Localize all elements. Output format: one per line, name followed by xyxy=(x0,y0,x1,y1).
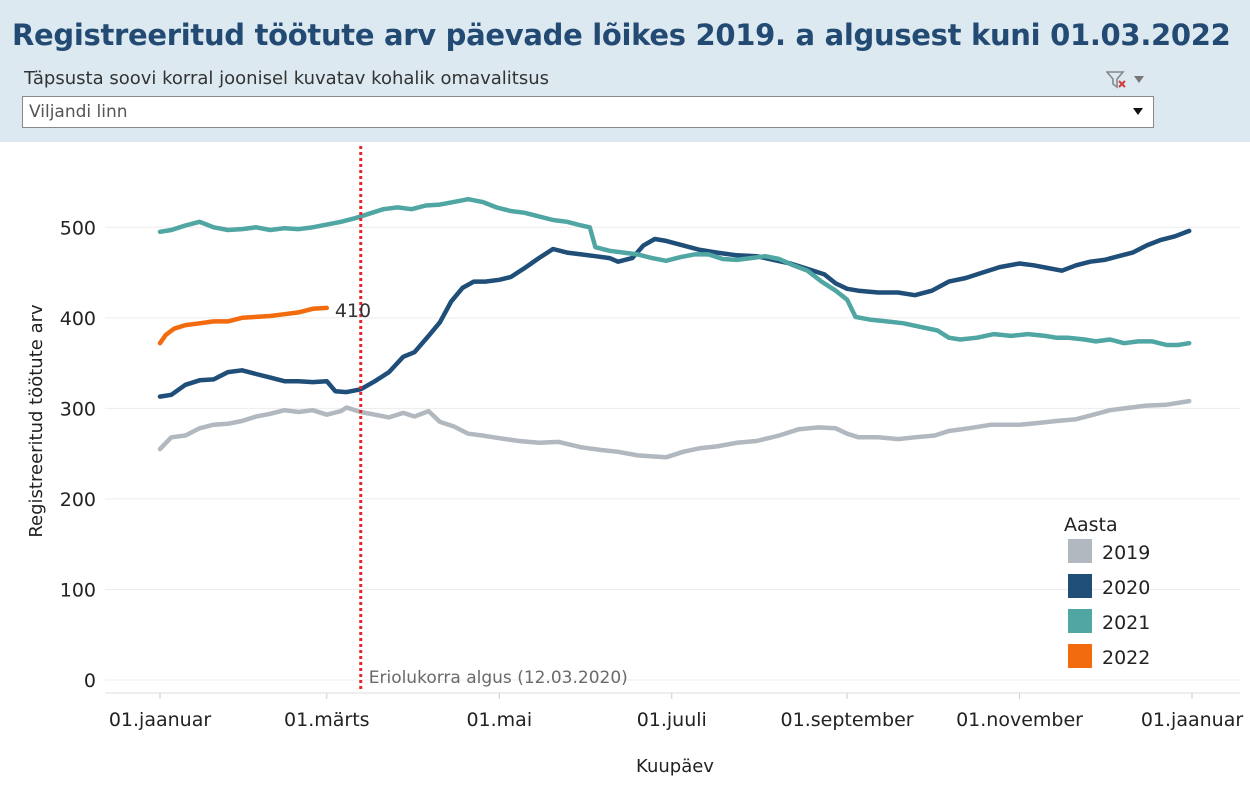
x-tick-label-4: 01.september xyxy=(781,709,914,731)
page-title: Registreeritud töötute arv päevade lõike… xyxy=(12,18,1231,52)
series-line-2019 xyxy=(157,398,1192,460)
x-axis-ticks: 01.jaanuar 01.märts 01.mai 01.juuli 01.septe… xyxy=(109,693,1244,731)
series-lines xyxy=(157,196,1192,460)
legend-label-2021: 2021 xyxy=(1102,612,1150,634)
legend-swatch-2022 xyxy=(1068,644,1092,668)
end-value-label-2022: 410 xyxy=(335,300,371,322)
y-tick-label-300: 300 xyxy=(60,398,96,420)
legend-swatch-2019 xyxy=(1068,539,1092,563)
y-tick-label-400: 400 xyxy=(60,308,96,330)
series-line-2020 xyxy=(157,228,1192,399)
y-axis-title: Registreeritud töötute arv xyxy=(26,304,47,538)
x-tick-label-1: 01.märts xyxy=(284,709,370,731)
y-tick-label-100: 100 xyxy=(60,579,96,601)
x-tick-label-5: 01.november xyxy=(956,709,1083,731)
legend-label-2022: 2022 xyxy=(1102,647,1150,669)
y-tick-label-500: 500 xyxy=(60,217,96,239)
x-tick-label-0: 01.jaanuar xyxy=(109,709,212,731)
municipality-select[interactable]: Viljandi linn xyxy=(22,96,1154,128)
x-tick-label-6: 01.jaanuar xyxy=(1141,709,1244,731)
legend-label-2020: 2020 xyxy=(1102,577,1150,599)
dropdown-arrow-icon[interactable] xyxy=(1133,108,1143,115)
y-axis-ticks: 0 100 200 300 400 500 xyxy=(60,217,96,692)
legend-swatch-2020 xyxy=(1068,574,1092,598)
legend: Aasta 2019 2020 2021 2022 xyxy=(1064,514,1150,669)
filter-tools xyxy=(1105,70,1156,90)
filter-header: Registreeritud töötute arv päevade lõike… xyxy=(0,0,1250,142)
municipality-select-value: Viljandi linn xyxy=(29,102,128,122)
chevron-down-icon[interactable] xyxy=(1134,76,1144,83)
filter-clear-icon[interactable] xyxy=(1105,71,1126,89)
series-line-2021 xyxy=(157,196,1192,348)
x-axis-title: Kuupäev xyxy=(636,756,714,777)
x-tick-label-3: 01.juuli xyxy=(637,709,707,731)
legend-label-2019: 2019 xyxy=(1102,542,1150,564)
legend-swatch-2021 xyxy=(1068,609,1092,633)
x-tick-label-2: 01.mai xyxy=(466,709,532,731)
filter-label: Täpsusta soovi korral joonisel kuvatav k… xyxy=(24,68,550,89)
legend-title: Aasta xyxy=(1064,514,1118,536)
reference-line-label: Eriolukorra algus (12.03.2020) xyxy=(369,668,628,688)
y-tick-label-200: 200 xyxy=(60,489,96,511)
series-line-2022 xyxy=(157,305,330,346)
y-tick-label-0: 0 xyxy=(84,670,96,692)
unemployment-line-chart: 0 100 200 300 400 500 01.jaanuar 01.märts 01.ma… xyxy=(26,146,1244,777)
